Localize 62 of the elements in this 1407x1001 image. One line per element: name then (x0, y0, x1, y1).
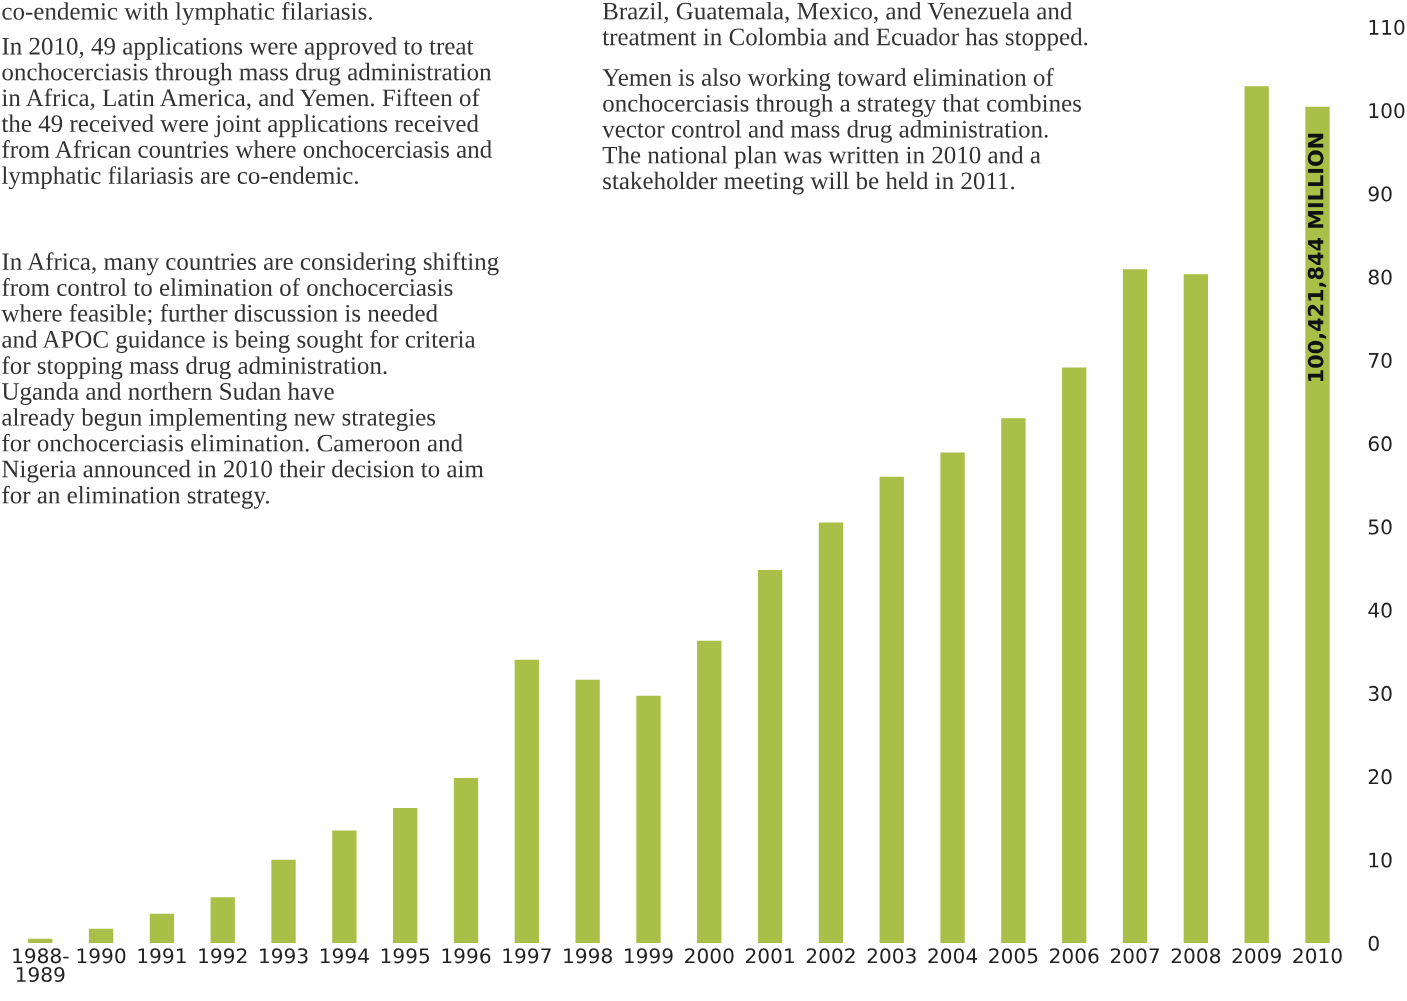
bar (1122, 269, 1148, 943)
x-tick-label: 2008 (1171, 948, 1221, 964)
text: In Africa, many countries are considering shifting from control to elimination of onchocerciasis where feasible; further discussion is needed and APOC guidance is being sought for criteria for stopping mass drug administration. Uganda and northern Sudan have already begun implementing new strategies for onchocerciasis elimination. Cameroon and Nigeria announced in 2010 their decision to aim for an elimination strategy. (1, 252, 499, 509)
bar (757, 569, 783, 943)
text: co-endemic with lymphatic filariasis. (2, 2, 372, 25)
x-tick-label: 1988- 1989 (13, 948, 69, 983)
bar (28, 938, 53, 943)
annotation: 100,421,844 MILLION (1307, 133, 1327, 381)
bar (1244, 86, 1269, 943)
x-tick-label: 2009 (1232, 948, 1281, 964)
x-tick-label: 2000 (685, 948, 734, 964)
bar (88, 928, 114, 943)
x-tick-label: 1993 (260, 948, 308, 964)
x-tick-label: 2005 (989, 948, 1038, 964)
bar (818, 522, 844, 943)
y-tick-label: 70 (1369, 352, 1392, 369)
x-tick-label: 1994 (320, 948, 369, 964)
y-tick-label: 40 (1368, 602, 1392, 618)
y-tick-label: 110 (1369, 19, 1405, 35)
bar (940, 452, 965, 943)
annotation: Brazil, Guatemala, Mexico, and Venezuela and treatment in Colombia and Ecuador has stopped. (602, 2, 1088, 51)
bar (332, 830, 357, 943)
y-tick-label: 60 (1368, 436, 1392, 452)
bar (1305, 106, 1330, 943)
x-tick-label: 1998 (564, 948, 612, 964)
x-tick-label: 1992 (199, 948, 247, 964)
x-tick-label: 2007 (1110, 948, 1159, 964)
x-tick-label: 1995 (381, 948, 430, 964)
bar (453, 778, 479, 943)
y-tick-label: 50 (1368, 519, 1392, 535)
y-tick-label: 80 (1368, 269, 1392, 285)
bar (149, 913, 175, 943)
x-tick-label: 2002 (806, 948, 855, 964)
bar (1183, 274, 1209, 943)
bar (636, 695, 661, 943)
annotation: Yemen is also working toward elimination of onchocerciasis through a strategy that combines vector control and mass drug administration. The national plan was written in 2010 and a stakeholder meeting will be held in 2011. (602, 68, 1081, 195)
bar (393, 808, 418, 943)
x-tick-label: 2010 (1293, 948, 1342, 964)
bar (575, 679, 600, 943)
bar (210, 897, 235, 943)
bar (271, 859, 296, 943)
bar (514, 659, 539, 943)
bar (697, 640, 722, 943)
x-tick-label: 1999 (625, 948, 673, 964)
bar (879, 476, 904, 943)
x-tick-label: 1997 (503, 948, 551, 964)
y-tick-label: 100 (1369, 103, 1405, 119)
x-tick-label: 2001 (745, 948, 794, 964)
x-tick-label: 1991 (138, 948, 186, 964)
x-tick-label: 2004 (928, 948, 978, 964)
x-tick-label: 1996 (442, 948, 491, 964)
y-tick-label: 90 (1368, 186, 1392, 202)
y-tick-label: 30 (1368, 685, 1392, 702)
x-tick-label: 1990 (77, 948, 126, 964)
y-tick-label: 10 (1369, 852, 1392, 868)
y-tick-label: 0 (1368, 935, 1379, 951)
bar (1001, 418, 1026, 943)
x-tick-label: 2003 (867, 948, 916, 964)
bar (1062, 367, 1087, 943)
y-tick-label: 20 (1368, 769, 1392, 785)
x-tick-label: 2006 (1050, 948, 1099, 964)
annotation: In 2010, 49 applications were approved to treat onchocerciasis through mass drug administration in Africa, Latin America, and Yemen. Fifteen of the 49 received were joint applications received from African countries where onchocerciasis and lymphatic filariasis are co-endemic. (1, 37, 492, 190)
